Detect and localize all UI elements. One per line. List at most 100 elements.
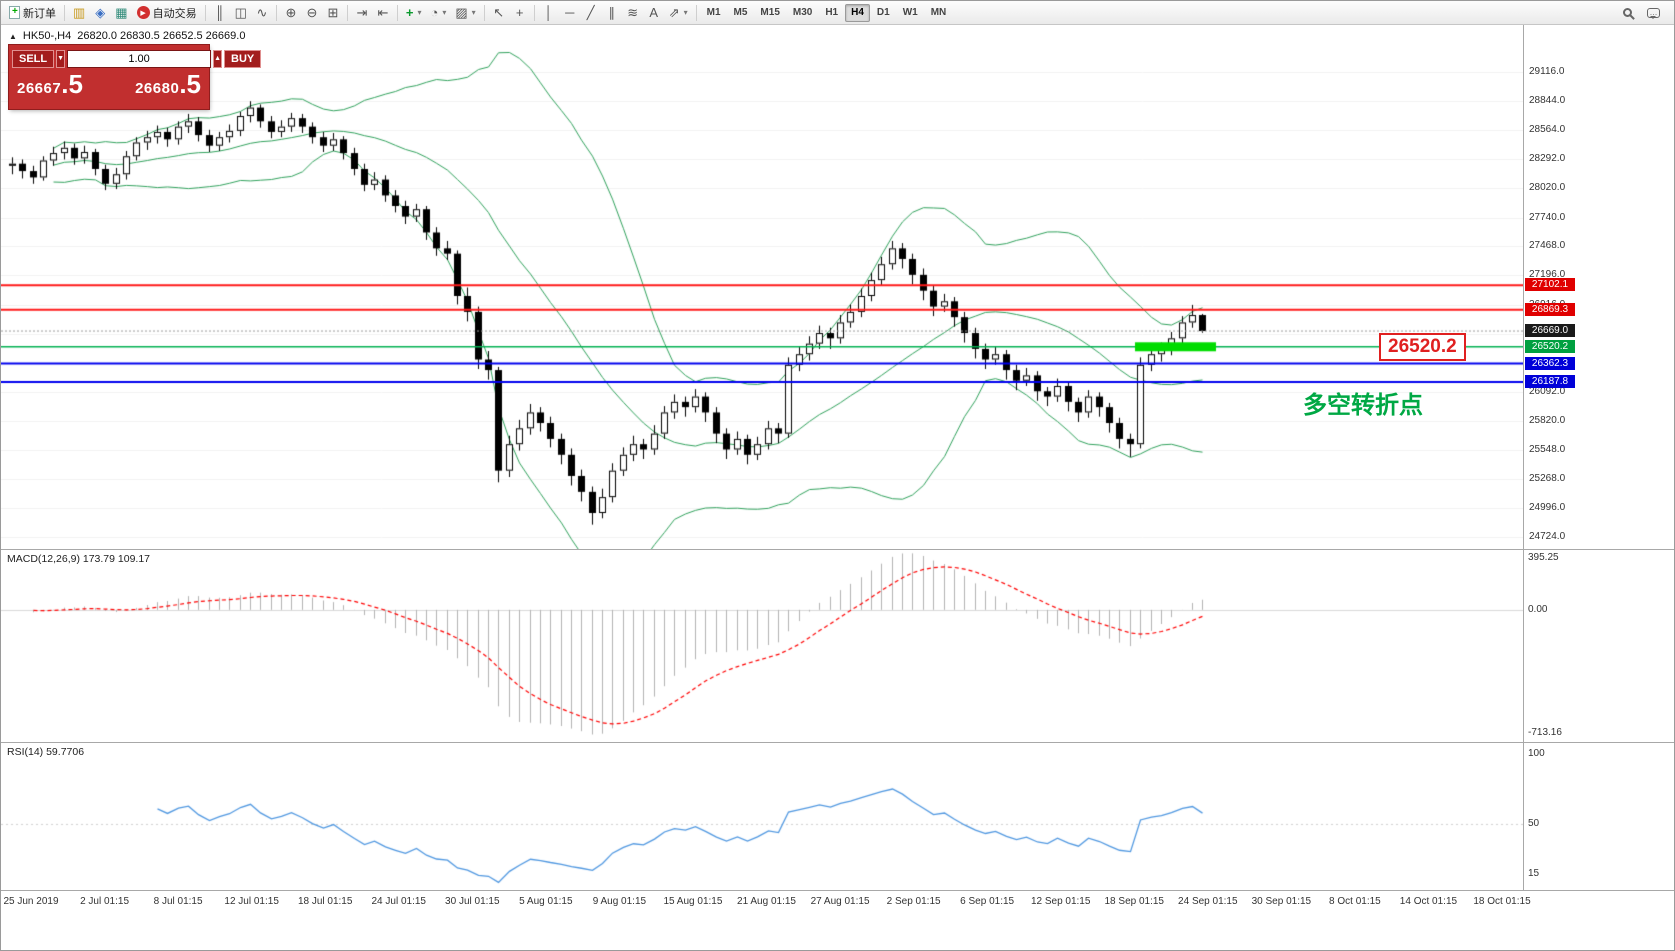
autotrade-label: 自动交易 (152, 7, 197, 20)
time-label: 12 Sep 01:15 (1030, 896, 1091, 907)
text-tool-button[interactable]: A (644, 3, 664, 23)
timeframe-m30[interactable]: M30 (787, 4, 818, 22)
indicators-button[interactable]: + ▾ (402, 3, 426, 23)
zoom-in-icon: ⊕ (285, 4, 297, 20)
autotrade-button[interactable]: ▶ 自动交易 (133, 3, 201, 23)
toolbar-separator (533, 4, 535, 21)
time-label: 30 Sep 01:15 (1251, 896, 1312, 907)
panel-resize-separator[interactable] (1, 549, 1674, 550)
rsi-label: RSI(14) 59.7706 (7, 746, 85, 758)
new-order-button[interactable]: 新订单 (5, 3, 60, 23)
fibonacci-icon: ≋ (627, 4, 639, 20)
volume-input[interactable] (67, 49, 212, 68)
rsi-axis-50: 50 (1528, 818, 1540, 830)
volume-increase-button[interactable]: ▲ (213, 49, 222, 68)
time-label: 24 Jul 01:15 (371, 896, 427, 907)
main-price-chart[interactable] (1, 25, 1523, 549)
auto-scroll-button[interactable]: ⇥ (352, 3, 372, 23)
macd-axis-min: -713.16 (1528, 727, 1562, 738)
chart-shift-button[interactable]: ⇤ (373, 3, 393, 23)
tile-windows-button[interactable]: ⊞ (323, 3, 343, 23)
time-label: 24 Sep 01:15 (1178, 896, 1238, 907)
search-button[interactable] (1617, 3, 1637, 23)
price-line-tag: 26520.2 (1525, 339, 1575, 353)
buy-button[interactable]: BUY (224, 49, 262, 68)
line-chart-icon: ∿ (256, 4, 268, 20)
search-icon (1622, 8, 1632, 17)
sell-button[interactable]: SELL (12, 49, 55, 68)
toolbar-separator (204, 4, 206, 21)
price-tick: 27468.0 (1529, 240, 1566, 252)
channel-tool-button[interactable]: ∥ (602, 3, 622, 23)
panel-resize-separator[interactable] (1, 742, 1674, 743)
market-watch-button[interactable]: ▥ (69, 3, 89, 23)
macd-indicator-panel[interactable] (1, 550, 1523, 742)
timeframe-w1[interactable]: W1 (897, 4, 924, 22)
indicators-icon: + (405, 5, 414, 20)
terminal-button[interactable]: ▦ (111, 3, 131, 23)
chat-button[interactable]: … (1643, 3, 1664, 23)
time-label: 6 Sep 01:15 (960, 896, 1015, 907)
zoom-in-button[interactable]: ⊕ (281, 3, 301, 23)
horizontal-line-icon: ─ (565, 5, 575, 20)
candlestick-chart-button[interactable]: ◫ (231, 3, 251, 23)
trendline-tool-button[interactable]: ╱ (581, 3, 601, 23)
price-tick: 28292.0 (1529, 153, 1566, 165)
timeframe-h4[interactable]: H4 (845, 3, 870, 22)
sell-price-frac: .5 (61, 69, 83, 99)
trade-widget-controls: SELL ▼ ▲ BUY (9, 45, 262, 69)
autotrade-play-glyph: ▶ (140, 9, 146, 17)
price-line-tag: 27102.1 (1525, 278, 1575, 292)
price-tick: 27196.0 (1529, 269, 1566, 281)
time-label: 9 Aug 01:15 (592, 896, 647, 907)
buy-price[interactable]: 26680.5 (135, 71, 201, 98)
macd-axis-zero: 0.00 (1528, 603, 1548, 615)
rsi-indicator-panel[interactable] (1, 743, 1523, 889)
crosshair-tool-button[interactable]: + (510, 3, 530, 23)
chevron-down-icon: ▾ (683, 8, 688, 17)
sell-price-main: 26667 (17, 80, 62, 97)
symbol-ohlc: 26820.0 26830.5 26652.5 26669.0 (77, 30, 246, 42)
periods-button[interactable]: ◔ ▾ (427, 3, 451, 23)
chevron-down-icon: ▾ (471, 8, 476, 17)
sell-price[interactable]: 26667.5 (17, 71, 83, 98)
symbol-name: HK50-,H4 (22, 30, 72, 42)
vertical-line-tool-button[interactable]: │ (539, 3, 559, 23)
oneclick-toggle-icon[interactable]: ▲ (9, 31, 17, 41)
chart-shift-icon: ⇤ (377, 4, 389, 20)
rsi-axis-15: 15 (1528, 867, 1540, 879)
price-axis[interactable]: 29116.0 28844.0 28564.0 28292.0 28020.0 27740… (1523, 25, 1674, 890)
cursor-icon: ↖ (493, 4, 505, 20)
timeframe-m5[interactable]: M5 (728, 4, 754, 22)
time-label: 2 Sep 01:15 (886, 896, 941, 907)
volume-decrease-button[interactable]: ▼ (56, 49, 66, 68)
price-tick: 26092.0 (1529, 386, 1566, 398)
timeframe-m15[interactable]: M15 (754, 4, 785, 22)
autotrade-icon: ▶ (136, 6, 150, 19)
bar-chart-button[interactable]: ║ (210, 3, 230, 23)
horizontal-line-tool-button[interactable]: ─ (560, 3, 580, 23)
cursor-tool-button[interactable]: ↖ (489, 3, 509, 23)
time-axis[interactable]: 25 Jun 2019 2 Jul 01:15 8 Jul 01:15 12 Jul … (1, 890, 1674, 914)
toolbar-separator (346, 4, 348, 21)
time-label: 18 Sep 01:15 (1104, 896, 1165, 907)
arrows-tool-button[interactable]: ⇗ ▾ (665, 3, 692, 23)
navigator-button[interactable]: ◈ (90, 3, 110, 23)
timeframe-h1[interactable]: H1 (819, 4, 844, 22)
price-callout-label[interactable]: 26520.2 (1379, 332, 1466, 361)
fibonacci-tool-button[interactable]: ≋ (623, 3, 643, 23)
price-tick: 25820.0 (1529, 414, 1566, 426)
price-tick: 28020.0 (1529, 182, 1566, 194)
pivot-point-note[interactable]: 多空转折点 (1303, 391, 1423, 419)
zoom-out-button[interactable]: ⊖ (302, 3, 322, 23)
terminal-icon: ▦ (115, 4, 128, 20)
templates-button[interactable]: ▨ ▾ (451, 3, 479, 23)
timeframe-m1[interactable]: M1 (701, 4, 727, 22)
price-line-tag: 26869.3 (1525, 302, 1575, 316)
timeframe-d1[interactable]: D1 (871, 4, 896, 22)
chevron-down-icon: ▾ (417, 8, 422, 17)
candlestick-icon: ◫ (234, 4, 247, 20)
line-chart-button[interactable]: ∿ (252, 3, 272, 23)
timeframe-mn[interactable]: MN (925, 4, 953, 22)
price-tick: 25268.0 (1529, 473, 1566, 485)
